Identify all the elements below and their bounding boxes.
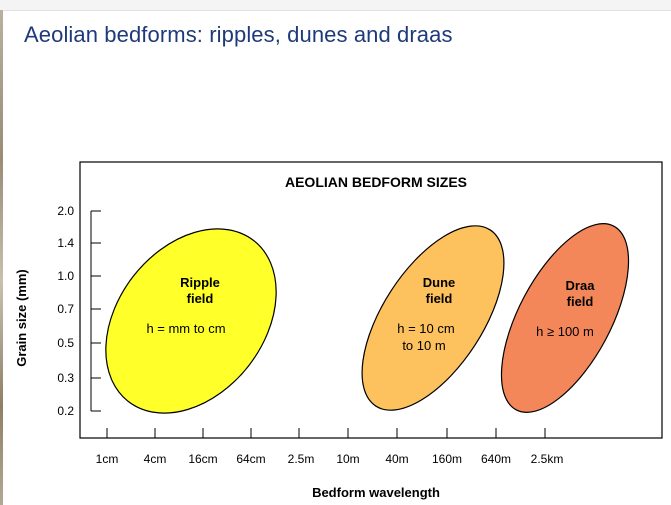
x-tick-label: 640m [481,452,511,466]
x-axis-label: Bedform wavelength [312,485,440,500]
x-tick-label: 16cm [188,452,217,466]
x-tick-label: 64cm [236,452,265,466]
draa-field-name-line2: field [567,294,594,309]
slide-title: Aeolian bedforms: ripples, dunes and dra… [24,22,453,47]
y-tick-label: 0.7 [57,302,74,316]
y-tick-label: 0.5 [57,336,74,350]
dune-height-label-line2: to 10 m [402,338,445,353]
y-tick-label: 1.4 [57,236,74,250]
x-tick-label: 10m [336,452,359,466]
y-axis: 2.0 1.4 1.0 0.7 0.5 0.3 0.2 [57,204,101,418]
x-tick-label: 160m [432,452,462,466]
x-tick-label: 1cm [96,452,119,466]
ripple-field-name-line2: field [187,291,214,306]
dune-field-name-line2: field [426,291,453,306]
ripple-field-name: Ripple [180,275,220,290]
y-tick-label: 0.3 [57,371,74,385]
x-axis: 1cm 4cm 16cm 64cm 2.5m 10m 40m 160m 640m… [96,428,564,466]
y-tick-label: 2.0 [57,204,74,218]
draa-height-label: h ≥ 100 m [536,324,594,339]
ripple-height-label: h = mm to cm [146,321,225,336]
y-tick-label: 1.0 [57,269,74,283]
x-tick-label: 2.5m [288,452,315,466]
dune-field-name: Dune [423,275,456,290]
x-tick-label: 40m [385,452,408,466]
dune-field-ellipse [361,225,505,411]
top-band [0,0,671,11]
x-tick-label: 4cm [144,452,167,466]
dune-height-label: h = 10 cm [397,321,454,336]
draa-field-ellipse [500,223,630,413]
chart-title: AEOLIAN BEDFORM SIZES [285,174,467,190]
y-axis-label: Grain size (mm) [14,269,29,367]
x-tick-label: 2.5km [531,452,564,466]
y-tick-label: 0.2 [57,404,74,418]
draa-field-name: Draa [566,278,596,293]
ripple-field-ellipse [105,228,277,414]
left-image-strip [0,10,3,505]
